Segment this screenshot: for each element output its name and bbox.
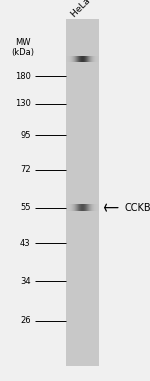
Text: 26: 26 [20,316,31,325]
Text: 130: 130 [15,99,31,108]
Text: HeLa (unboiled lysate): HeLa (unboiled lysate) [70,0,148,19]
Text: 34: 34 [20,277,31,286]
Text: 180: 180 [15,72,31,81]
Text: 43: 43 [20,239,31,248]
Text: 72: 72 [20,165,31,174]
Text: MW
(kDa): MW (kDa) [12,38,35,58]
Text: CCKBR: CCKBR [124,203,150,213]
Text: 55: 55 [20,203,31,212]
Bar [66,19,99,366]
Text: 95: 95 [20,131,31,140]
